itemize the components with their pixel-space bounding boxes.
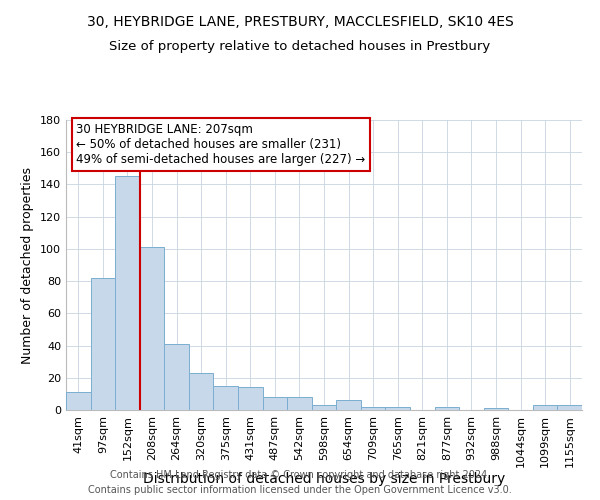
Bar — [91, 278, 115, 410]
Bar — [115, 176, 140, 410]
Text: 30, HEYBRIDGE LANE, PRESTBURY, MACCLESFIELD, SK10 4ES: 30, HEYBRIDGE LANE, PRESTBURY, MACCLESFI… — [86, 15, 514, 29]
Bar — [287, 397, 312, 410]
Bar — [385, 407, 410, 410]
Bar — [312, 405, 336, 410]
Text: Contains public sector information licensed under the Open Government Licence v3: Contains public sector information licen… — [88, 485, 512, 495]
Bar — [484, 408, 508, 410]
X-axis label: Distribution of detached houses by size in Prestbury: Distribution of detached houses by size … — [143, 472, 505, 486]
Bar — [189, 373, 214, 410]
Text: 30 HEYBRIDGE LANE: 207sqm
← 50% of detached houses are smaller (231)
49% of semi: 30 HEYBRIDGE LANE: 207sqm ← 50% of detac… — [76, 123, 365, 166]
Bar — [263, 397, 287, 410]
Bar — [164, 344, 189, 410]
Bar — [66, 392, 91, 410]
Bar — [238, 388, 263, 410]
Y-axis label: Number of detached properties: Number of detached properties — [22, 166, 34, 364]
Bar — [434, 407, 459, 410]
Bar — [214, 386, 238, 410]
Text: Contains HM Land Registry data © Crown copyright and database right 2024.: Contains HM Land Registry data © Crown c… — [110, 470, 490, 480]
Bar — [336, 400, 361, 410]
Text: Size of property relative to detached houses in Prestbury: Size of property relative to detached ho… — [109, 40, 491, 53]
Bar — [140, 248, 164, 410]
Bar — [361, 407, 385, 410]
Bar — [533, 405, 557, 410]
Bar — [557, 405, 582, 410]
